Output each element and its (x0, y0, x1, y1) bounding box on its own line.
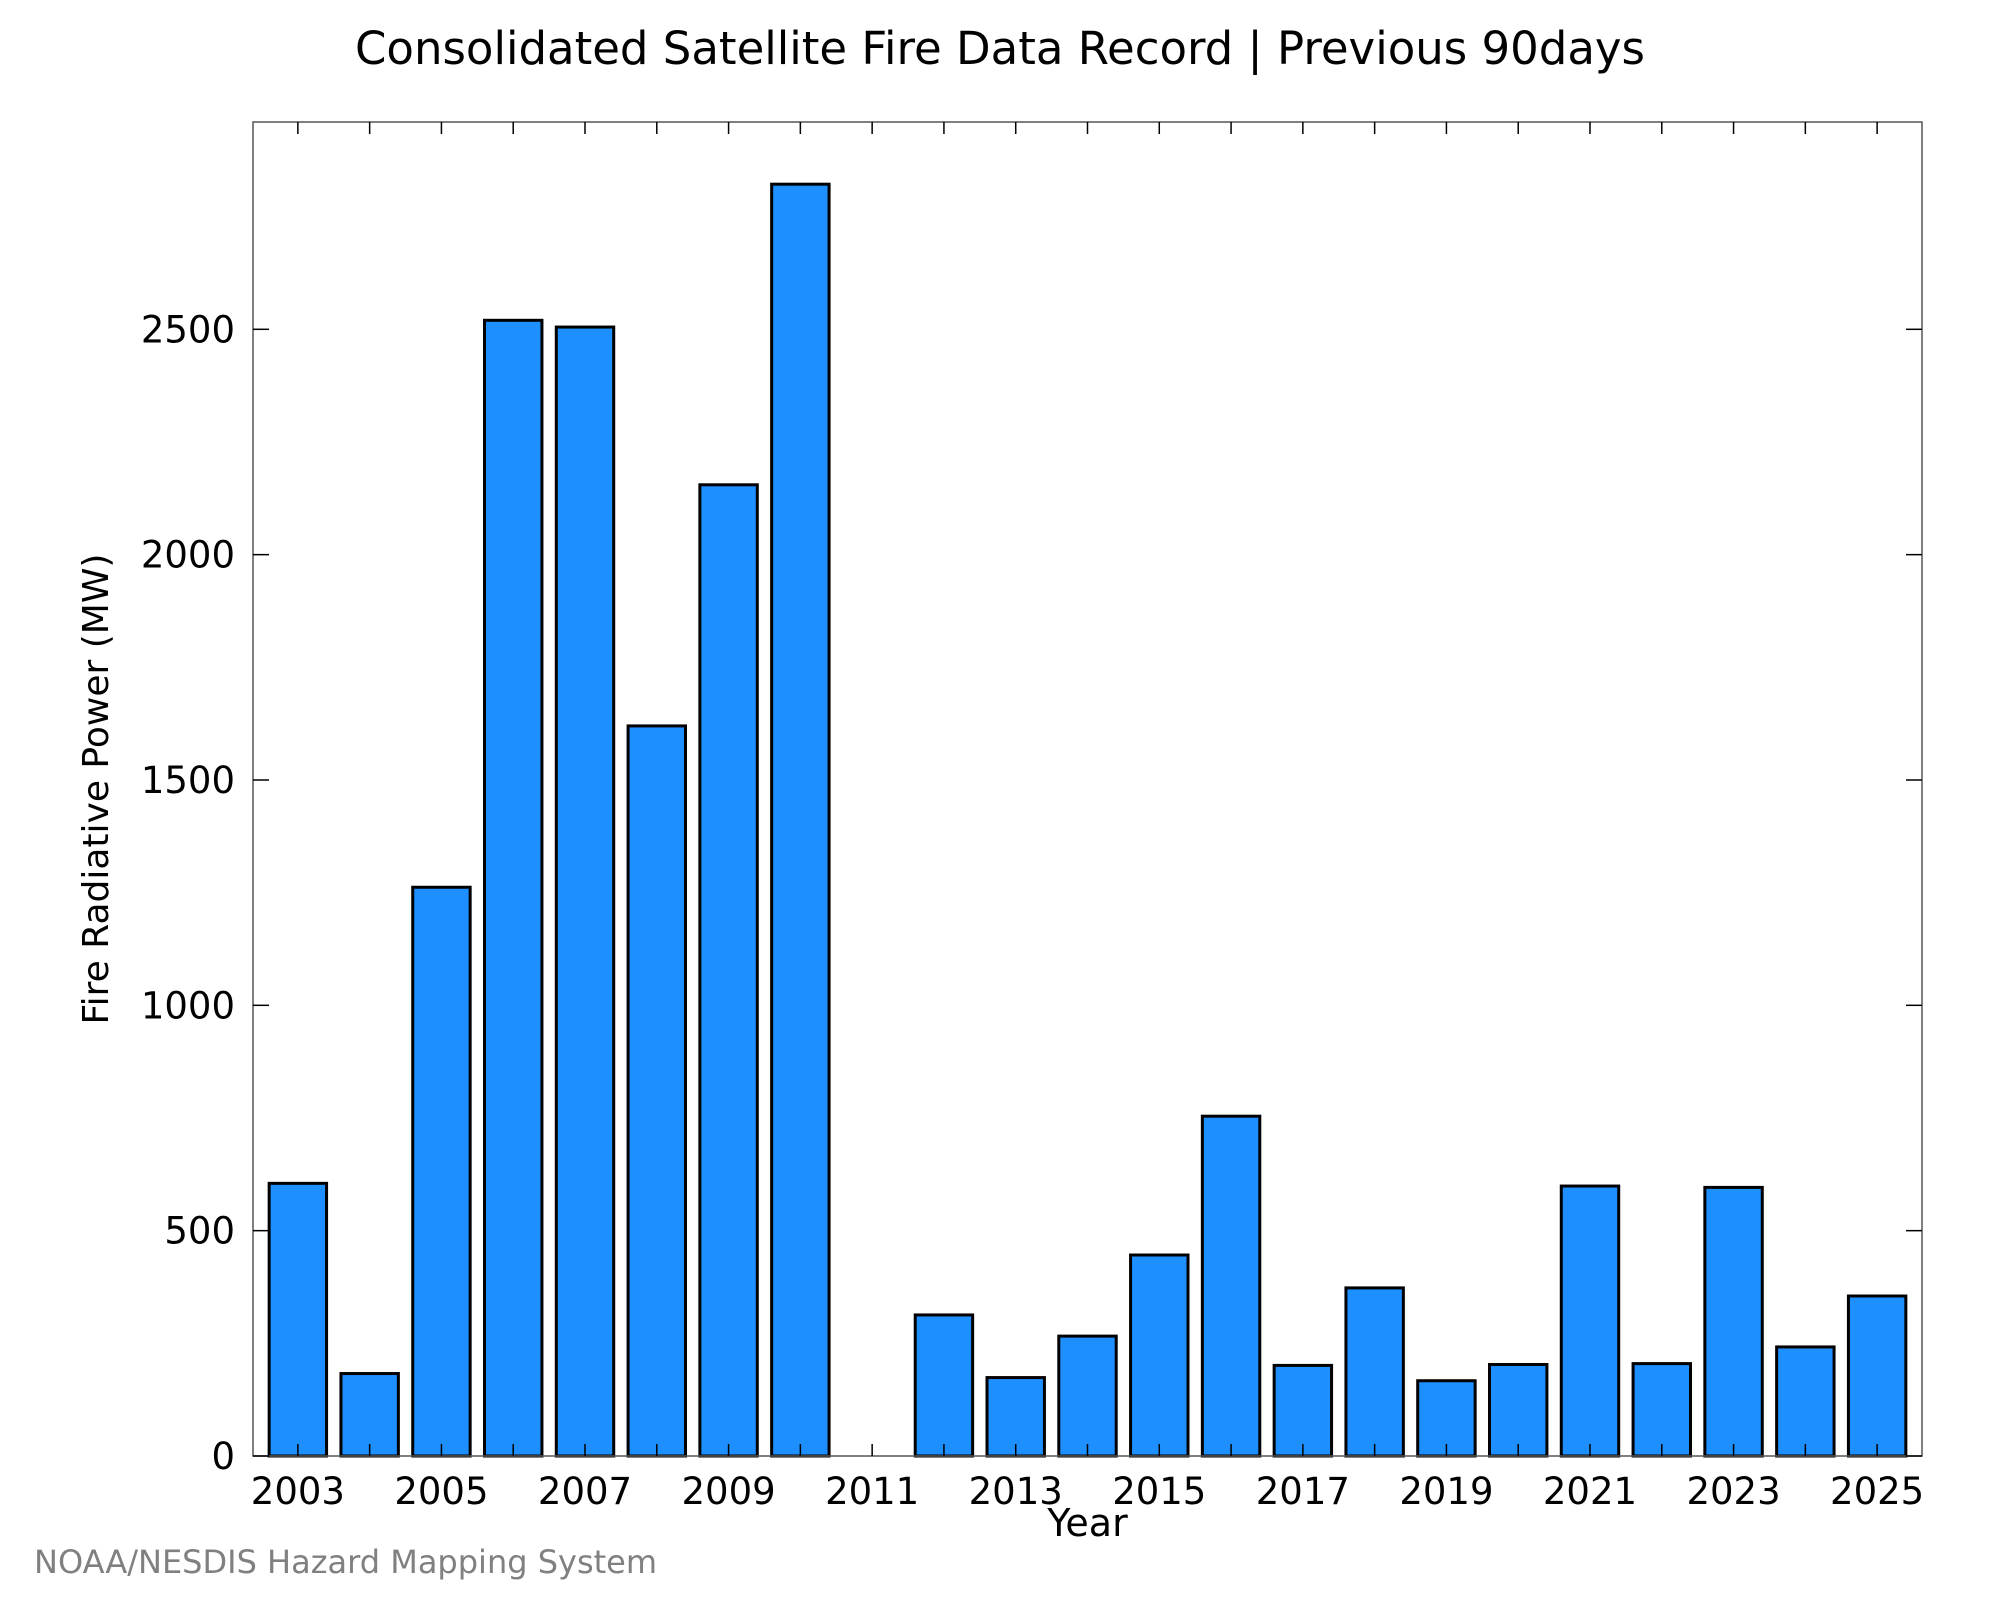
bar-2023 (1703, 1185, 1764, 1458)
bar-2022 (1631, 1362, 1692, 1458)
x-tick-label-2013: 2013 (969, 1470, 1063, 1513)
bar-2012 (913, 1313, 975, 1458)
bar-2007 (554, 325, 616, 1458)
bar-2024 (1775, 1345, 1836, 1458)
bar-2025 (1846, 1294, 1908, 1458)
bar-2019 (1416, 1379, 1477, 1458)
bar-2020 (1488, 1363, 1549, 1458)
bars-group (267, 182, 1908, 1458)
x-tick-label-2017: 2017 (1256, 1470, 1350, 1513)
bar-2014 (1057, 1334, 1118, 1458)
bar-2003 (267, 1181, 329, 1458)
x-tick-label-2019: 2019 (1399, 1470, 1493, 1513)
bar-2006 (483, 318, 544, 1458)
bar-2008 (626, 724, 688, 1458)
y-tick-label-1000: 1000 (141, 984, 235, 1027)
x-tick-label-2021: 2021 (1543, 1470, 1637, 1513)
bar-2010 (770, 182, 831, 1458)
x-tick-label-2015: 2015 (1112, 1470, 1206, 1513)
y-tick-label-2500: 2500 (141, 308, 235, 351)
y-tick-label-1500: 1500 (141, 759, 235, 802)
tick-labels-group: 2003 2005 2007 2009 2011 2013 2015 2017 2019 2021… (141, 308, 1924, 1513)
y-tick-label-2000: 2000 (141, 534, 235, 577)
x-tick-label-2005: 2005 (394, 1470, 488, 1513)
y-tick-label-500: 500 (164, 1210, 235, 1253)
x-tick-label-2011: 2011 (825, 1470, 919, 1513)
chart-title: Consolidated Satellite Fire Data Record … (355, 22, 1645, 75)
x-tick-label-2025: 2025 (1830, 1470, 1924, 1513)
bar-2004 (339, 1372, 400, 1458)
bar-2015 (1129, 1253, 1190, 1458)
bar-2017 (1272, 1363, 1334, 1458)
x-tick-label-2003: 2003 (251, 1470, 345, 1513)
x-axis-label: Year (1046, 1501, 1128, 1545)
bar-2016 (1200, 1114, 1262, 1458)
bar-2009 (698, 483, 759, 1458)
x-tick-label-2023: 2023 (1686, 1470, 1780, 1513)
bar-2021 (1559, 1184, 1621, 1458)
bar-2005 (411, 885, 472, 1458)
y-tick-label-0: 0 (211, 1435, 235, 1478)
x-tick-label-2009: 2009 (681, 1470, 775, 1513)
bar-2013 (985, 1376, 1046, 1458)
ticks-group (253, 122, 1922, 1457)
x-tick-label-2007: 2007 (538, 1470, 632, 1513)
bar-2018 (1344, 1286, 1405, 1458)
footer-credit: NOAA/NESDIS Hazard Mapping System (34, 1543, 658, 1581)
y-axis-label: Fire Radiative Power (MW) (76, 554, 117, 1025)
